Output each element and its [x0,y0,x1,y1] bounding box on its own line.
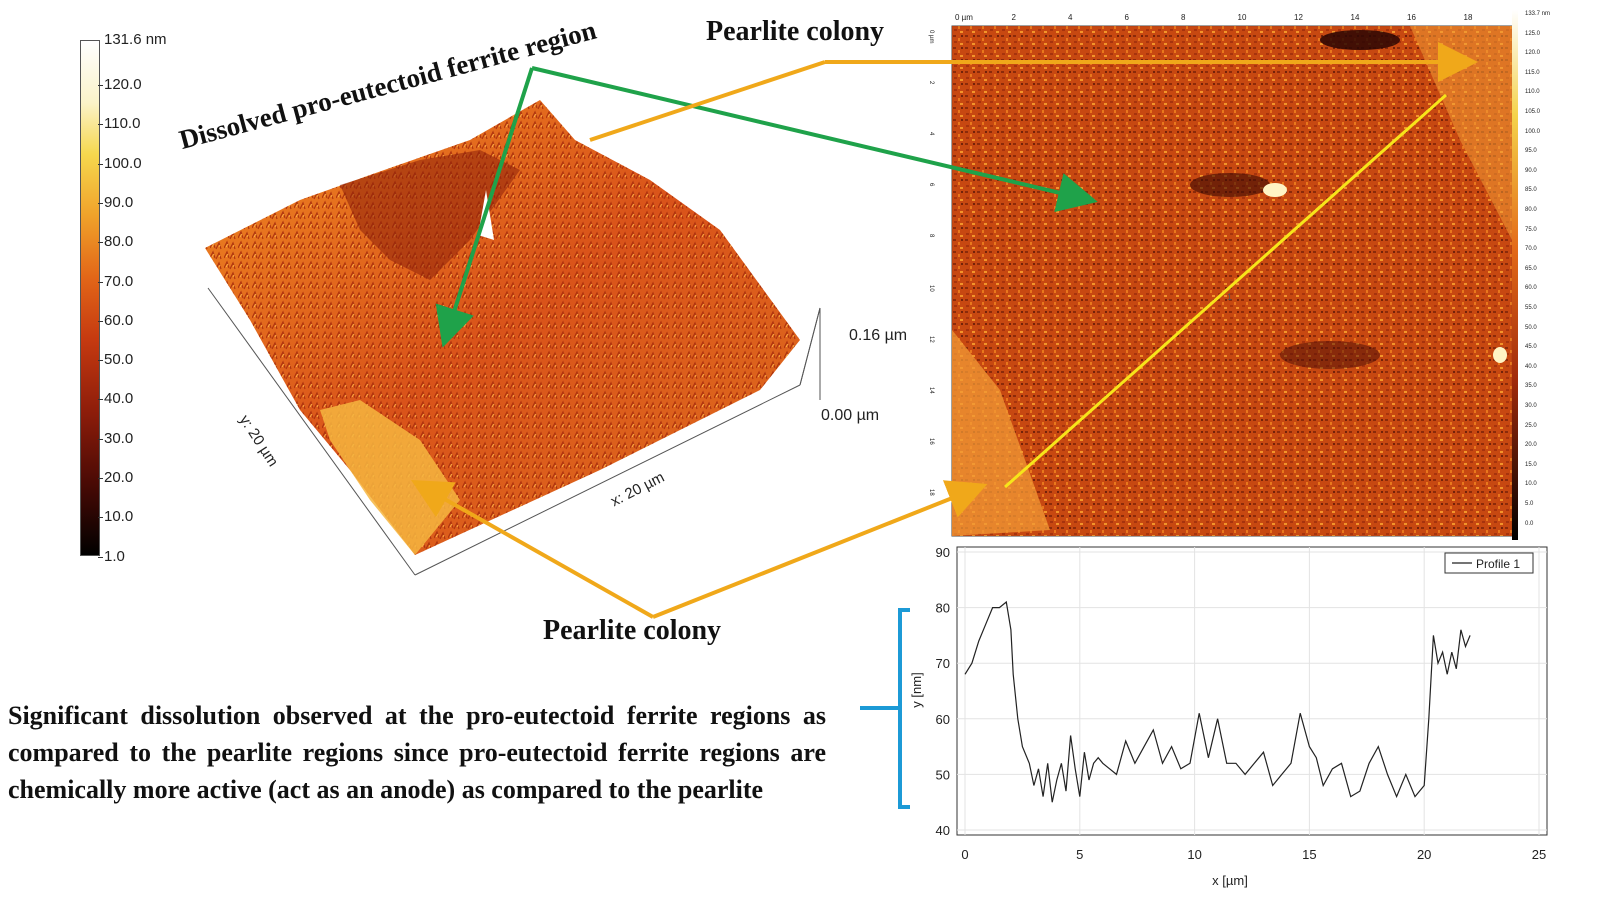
x-tick-label: 5 [1076,847,1083,862]
afm-top-tick: 12 [1294,13,1303,22]
colorbar-tick: 90.0 [97,193,134,211]
afm-right-tick: 0.0 [1525,520,1534,527]
afm-right-tick: 30.0 [1525,403,1537,409]
afm-right-tick: 80.0 [1525,207,1537,213]
colorbar-tick: 80.0 [97,233,134,251]
afm-right-tick: 95.0 [1525,148,1537,155]
green-arrow-3d [435,67,534,348]
afm-top-tick: 0 µm [955,13,973,22]
colorbar-tick: 50.0 [97,351,134,369]
afm-top-tick: 8 [1181,13,1186,22]
afm-right-tick: 120.0 [1525,50,1541,57]
afm-right-tick: 60.0 [1525,285,1537,292]
afm-top-tick: 10 [1237,13,1247,22]
profile-chart: 40 50 60 70 80 90 0 5 10 15 20 25 Profile 1 x [µm]… [895,545,1548,888]
afm-right-tick: 85.0 [1525,187,1537,194]
label-pearlite-bottom: Pearlite colony [543,615,722,646]
afm-right-tick: 40.0 [1525,363,1537,370]
height-colorbar [80,40,100,556]
afm-right-tick: 45.0 [1525,344,1537,351]
afm-right-tick: 105.0 [1525,109,1541,115]
afm-right-tick: 125.0 [1525,30,1541,37]
afm-right-tick: 50.0 [1525,324,1537,331]
label-pearlite-top: Pearlite colony [706,16,885,47]
colorbar-tick: 70.0 [97,272,134,290]
profile-1-line [964,600,1471,803]
colorbar-tick: 40.0 [97,390,134,408]
colorbar-tick: 10.0 [97,508,134,526]
dissolved-region [340,150,520,280]
y-tick-label: 90 [936,545,950,560]
orange-arrow-bottom-3d [411,480,654,619]
afm-right-tick: 20.0 [1525,442,1537,449]
profile-line-on-map [1004,93,1447,489]
y-axis-label: y [nm] [909,672,924,707]
afm-top-tick: 14 [1350,13,1360,22]
colorbar-tick: 1.0 [98,547,125,565]
colorbar-tick: 110.0 [97,115,141,133]
afm-right-tick: 70.0 [1525,246,1537,253]
bracket-tip [860,706,896,710]
colorbar-max-label: 131.6 nm [104,31,167,48]
y-tick-label: 80 [936,601,950,616]
afm-right-tick: 5.0 [1525,501,1534,507]
afm-right-tick: 133.7 nm [1525,11,1551,17]
afm-top-tick: 2 [1011,13,1016,22]
y-tick-label: 60 [936,712,950,727]
afm-top-tick: 18 [1463,13,1473,22]
afm-right-tick: 35.0 [1525,383,1537,390]
x-tick-label: 15 [1302,847,1316,862]
orange-line-top-3d [589,60,826,142]
afm-right-tick: 65.0 [1525,265,1537,272]
orange-arrow-bottom-map [652,480,988,619]
afm-3d-surface [205,100,821,576]
afm-right-tick: 15.0 [1525,461,1537,468]
afm-top-tick: 16 [1407,13,1416,22]
profile-marker: 1 [1227,292,1233,302]
colorbar-tick: 60.0 [97,311,134,329]
afm-right-tick: 90.0 [1525,167,1537,174]
y-tick-label: 70 [936,656,950,671]
colorbar-tick: 30.0 [97,429,134,447]
green-arrow-map [531,66,1098,213]
x-tick-label: 0 [961,847,968,862]
conclusion-paragraph: Significant dissolution observed at the … [8,701,826,804]
y-tick-label: 50 [936,767,950,782]
legend-label: Profile 1 [1476,557,1520,571]
colorbar-tick: 100.0 [98,154,142,172]
x-tick-label: 25 [1532,847,1546,862]
afm-right-tick: 115.0 [1525,69,1540,76]
x-tick-labels: 0 5 10 15 20 25 [961,847,1546,862]
gridlines [957,547,1547,835]
afm-right-tick: 25.0 [1525,422,1537,429]
afm-right-tick: 75.0 [1525,226,1537,233]
afm-top-tick: 6 [1124,13,1129,22]
afm-right-tick: 10.0 [1525,481,1537,488]
x-tick-label: 10 [1187,847,1201,862]
afm-right-tick: 100.0 [1525,128,1541,135]
z-axis-bottom-label: 0.00 µm [821,407,880,424]
afm-right-tick: 55.0 [1525,305,1537,311]
colorbar-tick: 120.0 [98,76,142,93]
afm-top-tick: 4 [1068,13,1073,22]
chart-legend: Profile 1 [1444,552,1534,574]
surface-box-lines [207,287,821,576]
y-tick-label: 40 [936,823,950,838]
afm-right-tick: 110.0 [1525,89,1540,96]
bracket [895,608,910,809]
colorbar-tick: 20.0 [97,469,134,486]
y-tick-labels: 40 50 60 70 80 90 [936,545,950,838]
x-tick-label: 20 [1417,847,1431,862]
x-axis-label: x [µm] [1212,873,1248,888]
z-axis-top-label: 0.16 µm [849,327,908,344]
